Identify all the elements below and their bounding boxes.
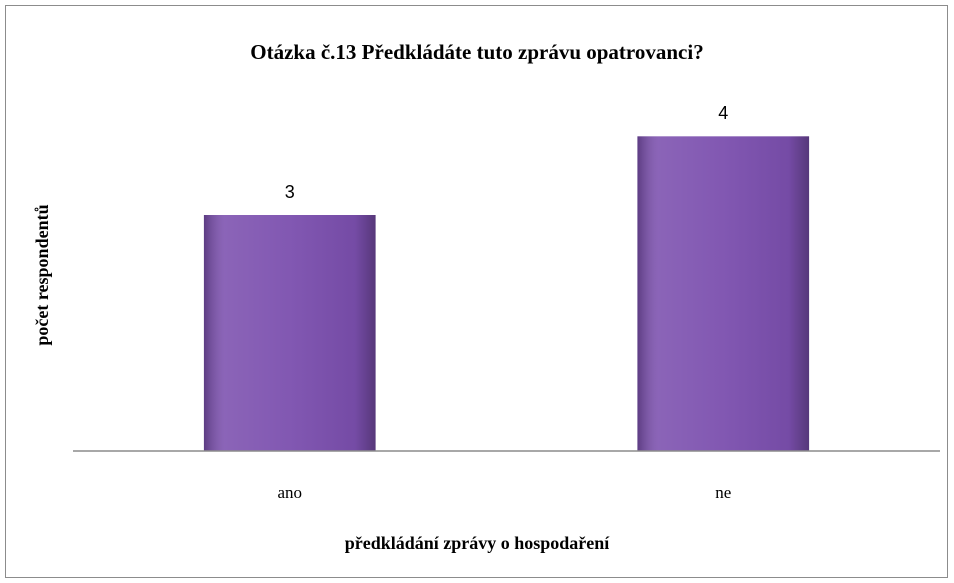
x-tick-label: ne xyxy=(715,483,731,502)
data-label: 4 xyxy=(718,103,728,123)
bar-shade xyxy=(203,215,376,451)
bar-shade xyxy=(637,136,810,452)
chart-title: Otázka č.13 Předkládáte tuto zprávu opat… xyxy=(250,40,703,64)
x-axis-label: předkládání zprávy o hospodaření xyxy=(345,533,611,553)
y-axis-label: počet respondentů xyxy=(32,204,52,345)
data-label: 3 xyxy=(285,182,295,202)
x-tick-label: ano xyxy=(277,483,302,502)
